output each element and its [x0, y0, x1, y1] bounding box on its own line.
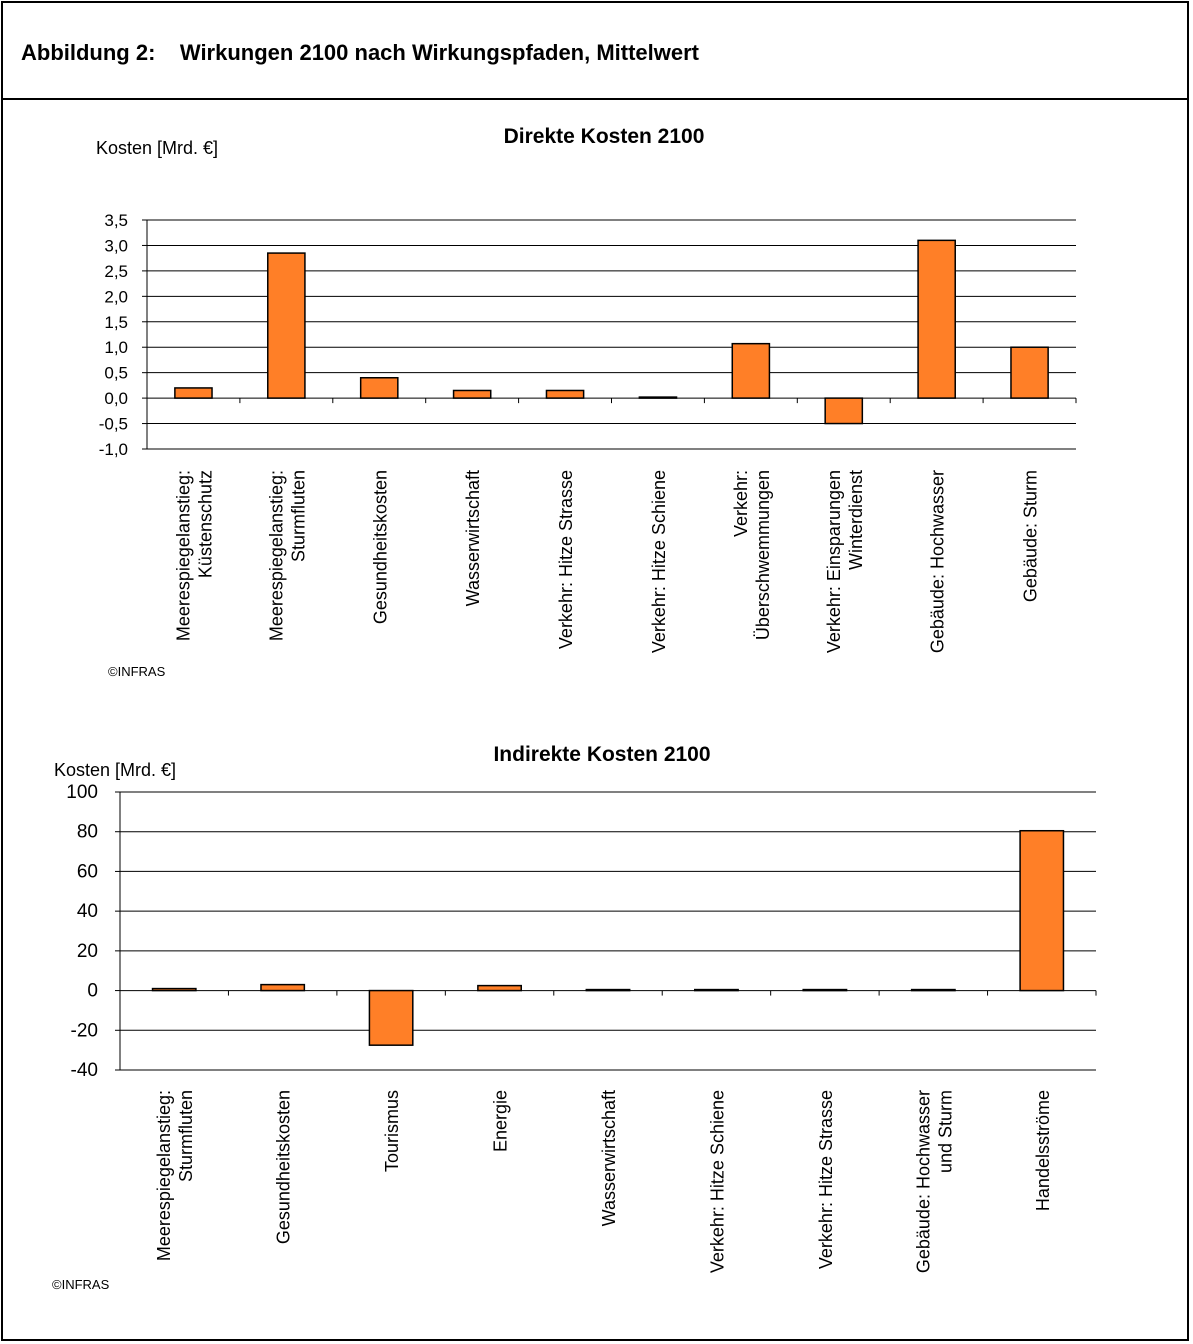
x-category-label: Verkehr: Hitze Strasse — [816, 1090, 836, 1269]
bar — [151, 987, 197, 992]
y-tick-label: 80 — [77, 822, 98, 843]
x-category-label: Winterdienst — [846, 470, 866, 570]
x-category-label: Gebäude: Hochwasser — [928, 470, 948, 653]
bar — [1019, 829, 1065, 992]
y-tick-label: -40 — [71, 1060, 98, 1081]
x-category-label: Tourismus — [382, 1090, 402, 1172]
x-category-label: Gesundheitskosten — [370, 470, 390, 624]
bar — [545, 389, 585, 399]
bar — [267, 252, 306, 399]
figure-header: Abbildung 2: Wirkungen 2100 nach Wirkung… — [3, 3, 1187, 100]
bar — [368, 989, 414, 1046]
y-tick-label: -0,5 — [99, 415, 128, 434]
y-tick-label: 100 — [66, 782, 98, 803]
x-category-label: Verkehr: Einsparungen — [824, 470, 844, 653]
bar — [1010, 346, 1049, 399]
bar — [174, 387, 213, 399]
x-category-label: Meerespiegelanstieg: — [266, 470, 286, 641]
y-tick-label: 1,5 — [104, 313, 128, 332]
chart-title: Indirekte Kosten 2100 — [493, 743, 710, 766]
x-category-label: Verkehr: Hitze Strasse — [556, 470, 576, 649]
bar — [910, 988, 956, 992]
y-tick-label: 2,5 — [104, 262, 128, 281]
copyright-label: ©INFRAS — [52, 1277, 110, 1292]
x-category-label: Energie — [491, 1090, 511, 1152]
figure-label: Abbildung 2: — [21, 40, 156, 65]
x-category-label: Überschwemmungen — [753, 470, 773, 640]
x-category-label: Gebäude: Hochwasser — [913, 1090, 933, 1273]
y-tick-label: 60 — [77, 861, 98, 882]
y-tick-label: -1,0 — [99, 440, 128, 459]
x-category-label: Sturmfluten — [288, 470, 308, 562]
x-category-label: Gesundheitskosten — [274, 1090, 294, 1244]
x-category-label: Handelsströme — [1033, 1090, 1053, 1211]
x-category-label: und Sturm — [935, 1090, 955, 1173]
x-category-label: Verkehr: — [731, 470, 751, 537]
x-category-label: Küstenschutz — [195, 470, 215, 578]
bar — [638, 396, 678, 399]
x-category-label: Verkehr: Hitze Schiene — [707, 1090, 727, 1273]
y-tick-label: 3,5 — [104, 211, 128, 230]
bar — [802, 988, 848, 992]
y-tick-label: 0,0 — [104, 389, 128, 408]
bar — [694, 988, 739, 992]
bar — [731, 342, 771, 399]
y-tick-label: 1,0 — [104, 338, 128, 357]
bar — [917, 239, 956, 399]
y-tick-label: 20 — [77, 941, 98, 962]
bar — [477, 984, 522, 992]
y-tick-label: 0,5 — [104, 364, 128, 383]
copyright-label: ©INFRAS — [108, 664, 166, 679]
bar — [824, 397, 864, 425]
x-category-label: Gebäude: Sturm — [1021, 470, 1041, 602]
chart-title: Direkte Kosten 2100 — [504, 125, 705, 148]
bar — [452, 389, 492, 399]
x-category-label: Wasserwirtschaft — [463, 470, 483, 606]
x-category-label: Sturmfluten — [176, 1090, 196, 1182]
y-tick-label: -20 — [71, 1020, 98, 1041]
y-tick-label: 2,0 — [104, 287, 128, 306]
y-axis-label: Kosten [Mrd. €] — [96, 138, 218, 158]
bar — [359, 377, 399, 399]
x-category-label: Wasserwirtschaft — [599, 1090, 619, 1226]
figure-title: Abbildung 2: Wirkungen 2100 nach Wirkung… — [21, 40, 699, 66]
y-tick-label: 40 — [77, 901, 98, 922]
bar — [260, 983, 306, 992]
y-tick-label: 0 — [87, 981, 98, 1002]
y-axis-label: Kosten [Mrd. €] — [54, 760, 176, 780]
x-category-label: Meerespiegelanstieg: — [154, 1090, 174, 1261]
x-category-label: Meerespiegelanstieg: — [173, 470, 193, 641]
figure-caption: Wirkungen 2100 nach Wirkungspfaden, Mitt… — [179, 40, 700, 65]
bar — [585, 988, 631, 992]
y-tick-label: 3,0 — [104, 236, 128, 255]
x-category-label: Verkehr: Hitze Schiene — [649, 470, 669, 653]
